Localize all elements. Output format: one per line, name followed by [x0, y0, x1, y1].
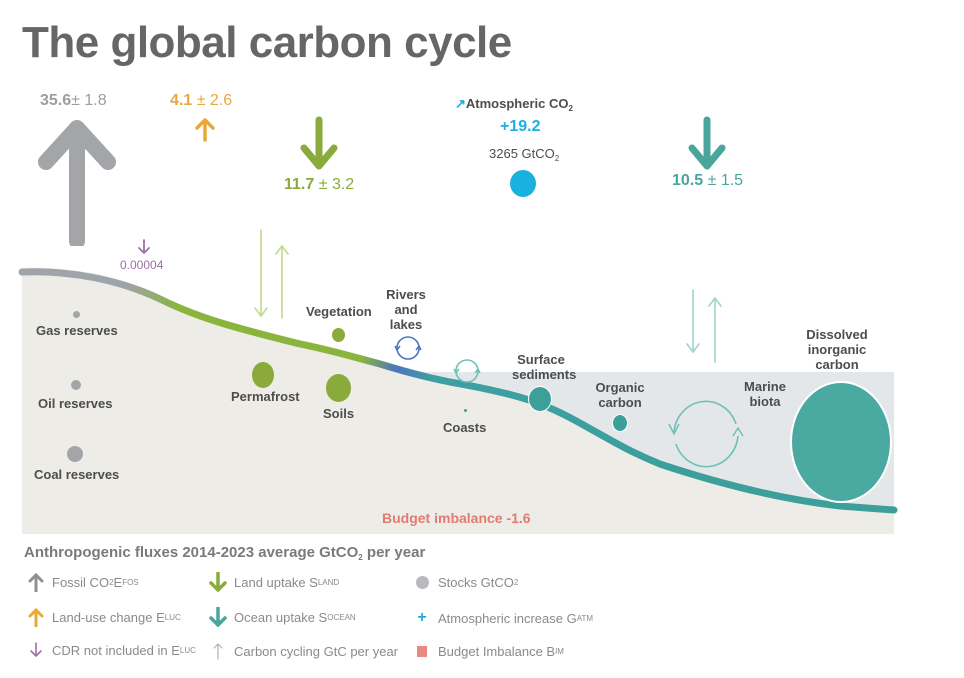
coal-reserves-circle — [67, 446, 83, 462]
diagram-title: The global carbon cycle — [22, 18, 512, 67]
organic-carbon-circle — [612, 414, 628, 432]
circle-gray-icon — [412, 576, 432, 589]
legend-item-land-use: Land-use change E LUC — [26, 607, 181, 627]
up-arrow-orange-icon — [26, 607, 46, 627]
down-arrow-teal-icon — [208, 607, 228, 627]
trend-arrow-icon: ↗ — [455, 96, 466, 111]
legend-item-ocean-uptake: Ocean uptake S OCEAN — [208, 607, 356, 627]
legend-item-cdr: CDR not included in E LUC — [26, 642, 196, 658]
organic-carbon-label: Organic carbon — [595, 380, 645, 410]
budget-imbalance-label: Budget imbalance -1.6 — [382, 510, 531, 526]
down-arrow-green-icon — [208, 572, 228, 592]
land-use-flux-label: 4.1 ± 2.6 — [170, 92, 233, 109]
vegetation-label: Vegetation — [306, 304, 372, 319]
legend-item-carbon-cycling: Carbon cycling GtC per year — [208, 642, 398, 660]
soils-circle — [326, 374, 351, 402]
oil-reserves-circle — [71, 380, 81, 390]
soils-label: Soils — [323, 406, 355, 421]
atmospheric-stock-value: 3265 GtCO2 — [489, 146, 560, 163]
land-use-up-arrow-icon — [195, 118, 215, 142]
surface-sediments-circle — [528, 386, 552, 412]
legend-item-land-uptake: Land uptake S LAND — [208, 572, 339, 592]
up-arrow-gray-icon — [26, 572, 46, 592]
plus-blue-icon: + — [417, 609, 427, 626]
permafrost-circle — [252, 362, 274, 388]
coal-reserves-label: Coal reserves — [34, 467, 120, 482]
rivers-cycling-icon — [394, 336, 422, 360]
ocean-uptake-flux-label: 10.5 ± 1.5 — [672, 172, 744, 189]
cdr-flux-value: 0.00004 — [120, 258, 164, 272]
vegetation-circle — [332, 328, 345, 342]
legend-item-stocks: Stocks GtCO 2 — [412, 575, 518, 590]
atmospheric-co2-label: ↗Atmospheric CO2 — [455, 96, 573, 113]
fossil-flux-label: 35.6± 1.8 — [40, 92, 107, 109]
coasts-dot — [464, 409, 467, 412]
gas-reserves-circle — [73, 311, 80, 318]
land-uptake-flux-label: 11.7 ± 3.2 — [284, 176, 355, 193]
atmospheric-increase-value: +19.2 — [500, 118, 541, 135]
oil-reserves-label: Oil reserves — [38, 396, 113, 411]
shoreline — [18, 268, 898, 514]
ocean-carbon-cycling-arrows-icon — [686, 289, 722, 363]
coasts-cycling-icon — [453, 359, 481, 383]
marine-biota-cycling-icon — [668, 400, 744, 468]
dissolved-inorganic-carbon-circle — [790, 381, 892, 503]
cdr-down-arrow-icon — [138, 239, 150, 255]
marine-biota-label: Marine biota — [744, 379, 786, 409]
legend-item-atmospheric-increase: + Atmospheric increase G ATM — [412, 609, 593, 627]
dissolved-inorganic-carbon-label: Dissolved inorganic carbon — [806, 327, 868, 372]
legend-item-fossil: Fossil CO 2 E FOS — [26, 572, 139, 592]
ocean-uptake-down-arrow-icon — [688, 116, 726, 170]
square-salmon-icon — [412, 646, 432, 657]
gas-reserves-label: Gas reserves — [36, 323, 118, 338]
land-uptake-down-arrow-icon — [300, 116, 338, 170]
thin-up-arrow-gray-icon — [208, 642, 228, 660]
rivers-lakes-label: Rivers and lakes — [386, 287, 426, 332]
coasts-label: Coasts — [443, 420, 487, 435]
fossil-up-arrow-icon — [38, 120, 116, 246]
atmosphere-stock-circle — [510, 170, 536, 197]
surface-sediments-label: Surface sediments — [512, 352, 577, 382]
permafrost-label: Permafrost — [231, 389, 300, 404]
down-arrow-purple-icon — [26, 642, 46, 658]
legend-item-budget-imbalance: Budget Imbalance B IM — [412, 644, 564, 659]
legend-title: Anthropogenic fluxes 2014-2023 average G… — [24, 544, 426, 562]
land-carbon-cycling-arrows-icon — [254, 229, 289, 319]
